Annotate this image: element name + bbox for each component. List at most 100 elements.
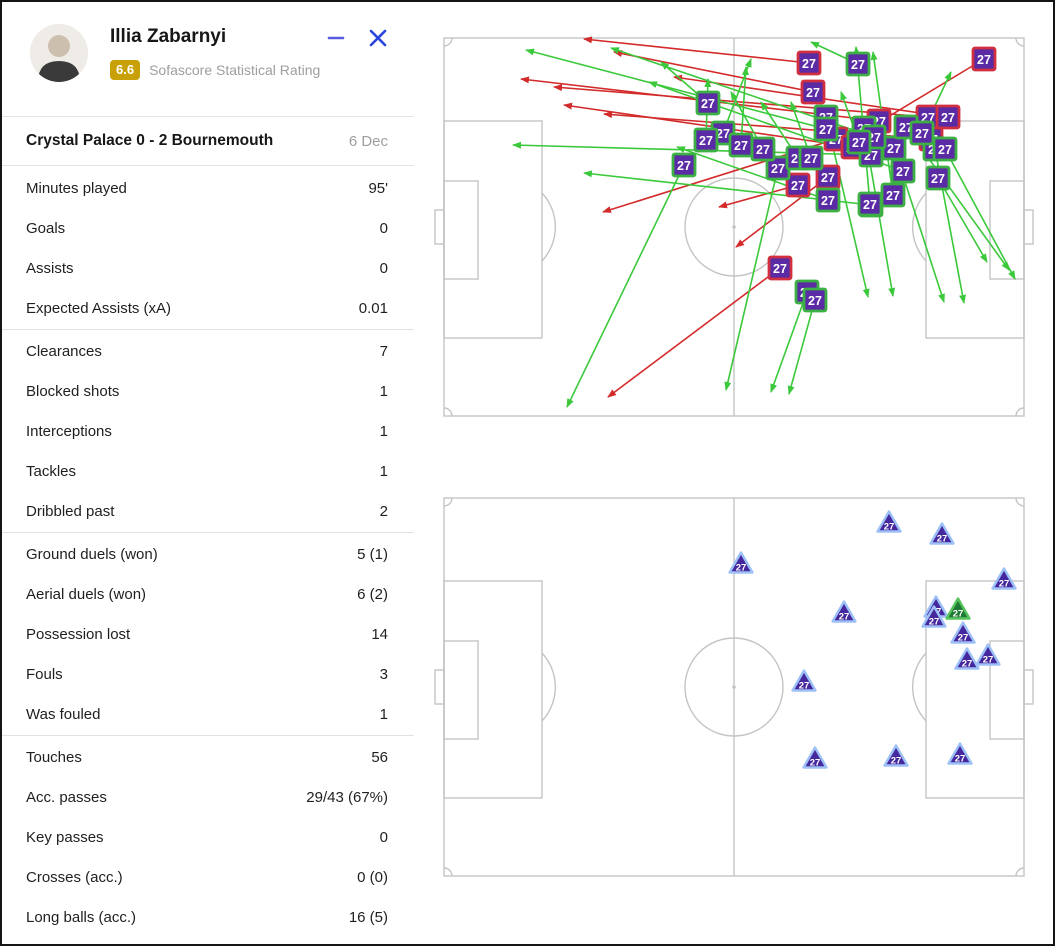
accurate-pass-marker[interactable]: 27 [925, 165, 951, 191]
accurate-pass-marker[interactable]: 27 [802, 287, 828, 313]
accurate-pass-marker[interactable]: 27 [880, 182, 906, 208]
touch-marker-number: 27 [810, 757, 821, 768]
match-date: 6 Dec [348, 132, 388, 150]
stat-row: Dribbled past 2 [2, 491, 414, 531]
pass-marker-number: 27 [734, 139, 748, 153]
accurate-pass-marker[interactable]: 27 [695, 90, 721, 116]
accurate-pass-marker[interactable]: 27 [845, 51, 871, 77]
accurate-pass-marker[interactable]: 27 [813, 116, 839, 142]
stat-row: Possession lost 14 [2, 614, 414, 654]
inaccurate-pass-marker[interactable]: 27 [800, 79, 826, 105]
touch-marker[interactable]: 27 [728, 551, 754, 574]
stat-value: 5 (1) [357, 545, 388, 563]
stat-row: Long balls (acc.) 16 (5) [2, 897, 414, 937]
stat-value: 1 [379, 382, 388, 400]
stat-value: 3 [379, 665, 388, 683]
match-divider [2, 165, 414, 166]
stats-panel: Illia Zabarnyi 6.6 Sofascore Statistical… [2, 2, 414, 944]
touch-marker[interactable]: 27 [975, 643, 1001, 666]
touch-marker-number: 27 [799, 680, 810, 691]
pass-marker-number: 27 [771, 162, 785, 176]
touch-marker[interactable]: 27 [991, 567, 1017, 590]
minimize-button[interactable] [324, 26, 348, 50]
accurate-pass-marker[interactable]: 27 [671, 152, 697, 178]
pass-marker-number: 27 [806, 86, 820, 100]
touch-marker[interactable]: 27 [950, 621, 976, 644]
stat-row: Expected Assists (xA) 0.01 [2, 288, 414, 328]
stats-group-divider [2, 329, 414, 330]
stat-label: Key passes [26, 828, 104, 846]
rating-badge: 6.6 [110, 60, 141, 80]
touch-marker-won[interactable]: 27 [945, 597, 971, 620]
accurate-pass-marker[interactable]: 27 [750, 136, 776, 162]
pass-marker-number: 27 [802, 57, 816, 71]
stat-value: 1 [379, 462, 388, 480]
stat-row: Minutes played 95' [2, 168, 414, 208]
close-icon [369, 29, 387, 47]
inaccurate-pass-marker[interactable]: 27 [971, 46, 997, 72]
accurate-pass-marker[interactable]: 27 [909, 120, 935, 146]
inaccurate-pass-marker[interactable]: 27 [785, 172, 811, 198]
touch-marker[interactable]: 27 [802, 746, 828, 769]
stat-label: Expected Assists (xA) [26, 299, 172, 317]
accurate-pass-marker[interactable]: 27 [798, 145, 824, 171]
stat-value: 56 [371, 748, 388, 766]
touch-marker-number: 27 [953, 608, 964, 619]
touch-marker-number: 27 [999, 578, 1010, 589]
pass-marker-number: 27 [886, 189, 900, 203]
accurate-pass-arrow [740, 66, 749, 146]
pass-marker-number: 27 [821, 194, 835, 208]
pass-marker-number: 27 [808, 294, 822, 308]
minimize-icon [327, 36, 345, 40]
inaccurate-pass-arrow [718, 184, 799, 209]
accurate-pass-arrow [770, 291, 808, 393]
stat-row: Was fouled 1 [2, 694, 414, 734]
inaccurate-pass-arrow [607, 267, 781, 398]
inaccurate-pass-arrow [735, 176, 829, 248]
pass-marker-number: 27 [931, 172, 945, 186]
touch-marker[interactable]: 27 [791, 669, 817, 692]
close-button[interactable] [366, 26, 390, 50]
touch-marker-number: 27 [983, 654, 994, 665]
pass-marker-number: 27 [773, 262, 787, 276]
touch-marker[interactable]: 27 [947, 742, 973, 765]
stat-row: Clearances 7 [2, 331, 414, 371]
touch-marker[interactable]: 27 [954, 647, 980, 670]
touch-marker[interactable]: 27 [921, 605, 947, 628]
inaccurate-pass-marker[interactable]: 27 [767, 255, 793, 281]
stat-row: Interceptions 1 [2, 411, 414, 451]
touch-marker[interactable]: 27 [883, 744, 909, 767]
accurate-pass-arrow [787, 299, 816, 395]
accurate-pass-arrow [724, 167, 779, 391]
stat-label: Was fouled [26, 705, 101, 723]
touch-marker[interactable]: 27 [876, 510, 902, 533]
touch-marker[interactable]: 27 [831, 600, 857, 623]
stat-label: Clearances [26, 342, 102, 360]
inaccurate-pass-marker[interactable]: 27 [935, 104, 961, 130]
pass-marker-number: 27 [915, 127, 929, 141]
stat-value: 95' [368, 179, 388, 197]
accurate-pass-marker[interactable]: 27 [846, 129, 872, 155]
accurate-pass-marker[interactable]: 27 [890, 158, 916, 184]
match-row[interactable]: Crystal Palace 0 - 2 Bournemouth 6 Dec [2, 117, 414, 165]
accurate-pass-marker[interactable]: 27 [857, 191, 883, 217]
accurate-pass-arrow [937, 177, 988, 263]
stat-label: Dribbled past [26, 502, 115, 520]
pass-marker-number: 27 [701, 97, 715, 111]
pass-marker-number: 27 [977, 53, 991, 67]
stat-label: Possession lost [26, 625, 131, 643]
stat-row: Tackles 1 [2, 451, 414, 491]
touch-marker[interactable]: 27 [929, 522, 955, 545]
accurate-pass-arrow [525, 48, 827, 130]
accurate-pass-marker[interactable]: 27 [693, 127, 719, 153]
stat-value: 16 (5) [348, 908, 388, 926]
stat-label: Crosses (acc.) [26, 868, 123, 886]
accurate-pass-marker[interactable]: 27 [815, 187, 841, 213]
accurate-pass-marker[interactable]: 27 [728, 132, 754, 158]
inaccurate-pass-marker[interactable]: 27 [815, 164, 841, 190]
accurate-pass-arrow [566, 164, 685, 408]
avatar-placeholder-icon [30, 24, 88, 82]
accurate-pass-marker[interactable]: 27 [932, 136, 958, 162]
inaccurate-pass-marker[interactable]: 27 [796, 50, 822, 76]
